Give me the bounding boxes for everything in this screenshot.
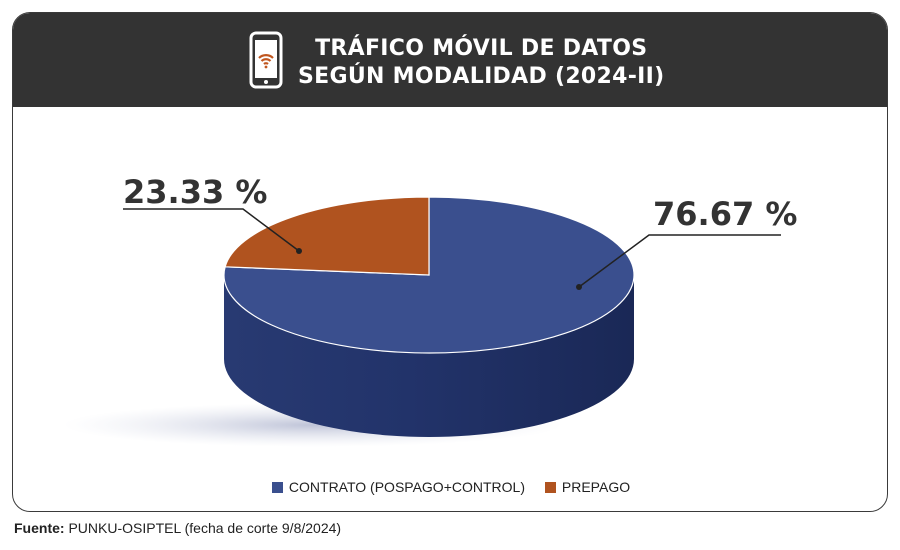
leader-dot-contrato xyxy=(576,284,582,290)
leader-line-contrato xyxy=(578,234,781,288)
smartphone-wifi-icon xyxy=(249,31,283,89)
source-note: Fuente: PUNKU-OSIPTEL (fecha de corte 9/… xyxy=(14,520,341,536)
pie-side-contrato xyxy=(224,275,634,437)
label-23-group: 23.33 % xyxy=(123,173,302,254)
legend-label-contrato: CONTRATO (POSPAGO+CONTROL) xyxy=(288,479,525,495)
leader-line-prepago xyxy=(123,208,300,252)
source-label: Fuente: xyxy=(14,520,65,536)
legend-item-contrato: CONTRATO (POSPAGO+CONTROL) xyxy=(271,479,525,495)
title-line-1: TRÁFICO MÓVIL DE DATOS xyxy=(315,36,648,61)
label-76-group: 76.67 % xyxy=(576,195,797,290)
data-label-contrato: 76.67 % xyxy=(653,195,797,233)
source-text: PUNKU-OSIPTEL (fecha de corte 9/8/2024) xyxy=(64,520,342,536)
legend-label-prepago: PREPAGO xyxy=(561,479,631,495)
legend-swatch-prepago xyxy=(544,481,556,493)
chart-card: TRÁFICO MÓVIL DE DATOS SEGÚN MODALIDAD (… xyxy=(12,12,888,512)
pie-chart: 23.33 % 76.67 % xyxy=(63,173,797,447)
chart-header: TRÁFICO MÓVIL DE DATOS SEGÚN MODALIDAD (… xyxy=(13,13,887,107)
pie-slice-prepago xyxy=(224,196,430,276)
chart-legend: CONTRATO (POSPAGO+CONTROL) PREPAGO xyxy=(13,479,887,496)
legend-item-prepago: PREPAGO xyxy=(544,479,631,495)
title-line-2: SEGÚN MODALIDAD (2024-II) xyxy=(298,64,665,89)
data-label-prepago: 23.33 % xyxy=(123,173,267,211)
legend-swatch-contrato xyxy=(271,481,283,493)
chart-title: TRÁFICO MÓVIL DE DATOS SEGÚN MODALIDAD (… xyxy=(298,35,665,91)
leader-dot-prepago xyxy=(296,248,302,254)
